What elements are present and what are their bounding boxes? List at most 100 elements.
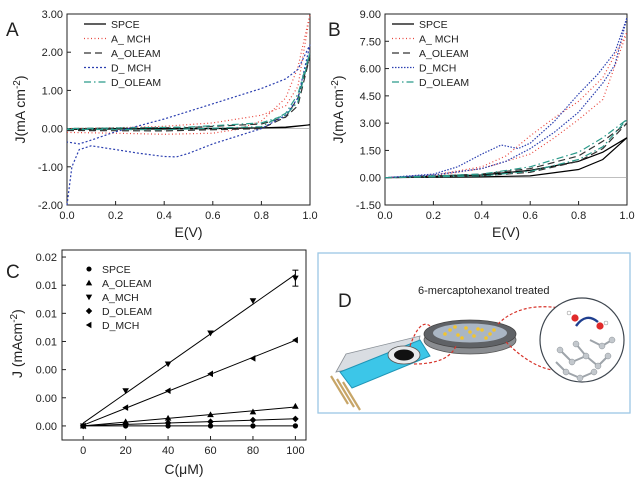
hydrogen-atom <box>566 310 572 316</box>
panel-A: A 0.0 0.2 0.4 0.6 0.8 1.0 -2.00 -1.00 0.00 1.00 2.0… <box>6 9 318 240</box>
legend-label: A_OLEAM <box>419 48 469 60</box>
molecule-atom <box>608 336 616 344</box>
electrode-pin <box>342 381 361 411</box>
schematic-caption: 6-mercaptohexanol treated <box>418 285 549 297</box>
y-tick-label: 0.01 <box>36 308 57 320</box>
x-tick-label: 0.6 <box>523 210 538 222</box>
oxygen-atom <box>571 314 579 322</box>
x-tick-label: 60 <box>204 445 216 457</box>
data-point <box>85 321 92 329</box>
data-point <box>292 336 298 344</box>
molecule-atom <box>576 374 584 382</box>
x-tick-label: 100 <box>286 445 304 457</box>
legend-label: A_MCH <box>102 292 139 304</box>
nanoparticle-dot <box>464 326 468 330</box>
fit-line <box>83 339 296 426</box>
x-tick-label: 1.0 <box>302 210 317 222</box>
x-tick-label: 0.2 <box>108 210 123 222</box>
fit-line <box>82 274 296 424</box>
data-point <box>292 415 299 423</box>
y-axis-title: J(mA cm-2) <box>330 75 347 143</box>
y-tick-label: 7.50 <box>360 36 381 48</box>
x-tick-label: 80 <box>247 445 259 457</box>
nanoparticle-dot <box>472 334 476 338</box>
panel-letter: A <box>6 20 19 41</box>
nanoparticle-dot <box>484 336 488 340</box>
legend-label: A_OLEAM <box>111 48 161 60</box>
data-point <box>164 419 172 427</box>
legend: SPCE A_OLEAM A_MCH D_OLEAM D_MCH <box>85 264 152 332</box>
oxygen-atom <box>596 322 604 330</box>
x-tick-label: 0.8 <box>254 210 269 222</box>
nanoparticle-dot <box>492 328 496 332</box>
zoom-line <box>505 341 553 371</box>
legend-label: SPCE <box>102 264 131 276</box>
series-line-d-oleam <box>66 52 311 131</box>
plot-frame <box>66 13 311 206</box>
series-d-mch <box>79 336 298 430</box>
panel-D: D 6-mercaptohexanol treated <box>317 252 631 414</box>
series-spce <box>80 423 299 429</box>
x-tick-label: 20 <box>120 445 132 457</box>
y-tick-label: 0.00 <box>360 173 381 185</box>
x-axis-title: C(μM) <box>164 461 203 477</box>
y-tick-label: 6.00 <box>360 64 381 76</box>
legend-label: A_ MCH <box>419 34 459 46</box>
y-axis-title: J(mA cm-2) <box>12 75 29 143</box>
legend-label: A_ MCH <box>111 34 151 46</box>
y-tick-label: 1.50 <box>360 145 381 157</box>
series-line-d-mch <box>66 44 311 206</box>
data-point <box>85 294 93 301</box>
nanoparticle-dot <box>443 332 447 336</box>
x-axis-title: E(V) <box>492 224 520 240</box>
plot-frame <box>61 249 307 441</box>
data-point <box>292 423 299 429</box>
y-tick-label: 0.00 <box>36 393 57 405</box>
series-d-oleam <box>79 415 299 430</box>
data-point <box>207 418 214 426</box>
legend-label: SPCE <box>111 19 140 31</box>
data-point <box>79 422 86 430</box>
data-point <box>207 423 214 429</box>
series-line-a-oleam <box>384 122 628 179</box>
fit-line <box>83 406 296 427</box>
nanoparticle-dot <box>488 332 492 336</box>
electrode-working-area <box>394 349 414 361</box>
y-tick-label: -2.00 <box>38 200 63 212</box>
data-point <box>207 411 214 418</box>
y-tick-label: 0.01 <box>36 280 57 292</box>
panel-B: B 0.0 0.2 0.4 0.6 0.8 1.0 -1.50 0.00 1.50 3.00 4.50… <box>328 9 635 240</box>
hydrogen-atom <box>603 320 609 326</box>
x-tick-label: 0.2 <box>426 210 441 222</box>
nanoparticle-dot <box>460 336 464 340</box>
plot-frame <box>384 13 628 206</box>
y-axis-title: J (mAcm-2) <box>9 309 26 378</box>
zoom-line <box>413 345 457 365</box>
molecule-atom <box>590 368 598 376</box>
y-tick-label: 1.00 <box>42 85 63 97</box>
nanoparticle-dot <box>476 327 480 331</box>
data-point <box>86 266 92 272</box>
series-line-a-oleam <box>66 55 311 132</box>
series-line-a-mch <box>66 13 311 135</box>
x-tick-label: 0 <box>80 445 86 457</box>
nanoparticle-dot <box>456 333 460 337</box>
y-tick-label: 9.00 <box>360 9 381 21</box>
y-tick-label: 3.00 <box>42 9 63 21</box>
legend: SPCE A_ MCH A_OLEAM D_MCH D_OLEAM <box>392 19 469 89</box>
molecule-atom <box>594 362 602 370</box>
y-tick-label: -1.00 <box>38 162 63 174</box>
nanoparticle-dot <box>480 328 484 332</box>
molecule-atom <box>556 346 564 354</box>
series-line-d-mch <box>384 17 628 179</box>
data-point <box>207 370 213 378</box>
data-point <box>249 355 256 362</box>
series-line-spce <box>66 124 311 130</box>
data-point <box>250 423 256 429</box>
molecule-atom <box>604 352 612 360</box>
zoom-line <box>409 323 431 347</box>
zoom-line <box>497 306 561 325</box>
panel-letter: C <box>6 262 20 283</box>
x-tick-label: 0.0 <box>59 210 74 222</box>
y-tick-label: 3.00 <box>360 118 381 130</box>
